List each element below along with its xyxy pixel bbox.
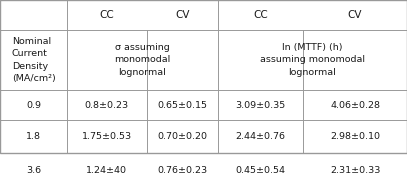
Text: 2.44±0.76: 2.44±0.76 <box>236 132 285 141</box>
Text: 1.24±40: 1.24±40 <box>86 166 127 175</box>
Text: 1.8: 1.8 <box>26 132 41 141</box>
Text: σ assuming
monomodal
lognormal: σ assuming monomodal lognormal <box>114 43 171 77</box>
Text: 0.70±0.20: 0.70±0.20 <box>157 132 207 141</box>
Text: 0.45±0.54: 0.45±0.54 <box>236 166 285 175</box>
Text: Nominal
Current
Density
(MA/cm²): Nominal Current Density (MA/cm²) <box>12 37 55 83</box>
Text: 4.06±0.28: 4.06±0.28 <box>330 101 380 110</box>
Text: 3.6: 3.6 <box>26 166 41 175</box>
Text: CC: CC <box>253 10 268 20</box>
Text: 1.75±0.53: 1.75±0.53 <box>82 132 132 141</box>
Text: CV: CV <box>348 10 362 20</box>
Text: 0.65±0.15: 0.65±0.15 <box>157 101 207 110</box>
Text: 0.9: 0.9 <box>26 101 41 110</box>
Bar <box>0 0 407 153</box>
Text: CV: CV <box>175 10 189 20</box>
Text: 3.09±0.35: 3.09±0.35 <box>235 101 286 110</box>
Text: 2.31±0.33: 2.31±0.33 <box>330 166 380 175</box>
Text: ln (MTTF) (h)
assuming monomodal
lognormal: ln (MTTF) (h) assuming monomodal lognorm… <box>260 43 365 77</box>
Text: 0.8±0.23: 0.8±0.23 <box>85 101 129 110</box>
Text: CC: CC <box>99 10 114 20</box>
Text: 0.76±0.23: 0.76±0.23 <box>157 166 207 175</box>
Text: 2.98±0.10: 2.98±0.10 <box>330 132 380 141</box>
